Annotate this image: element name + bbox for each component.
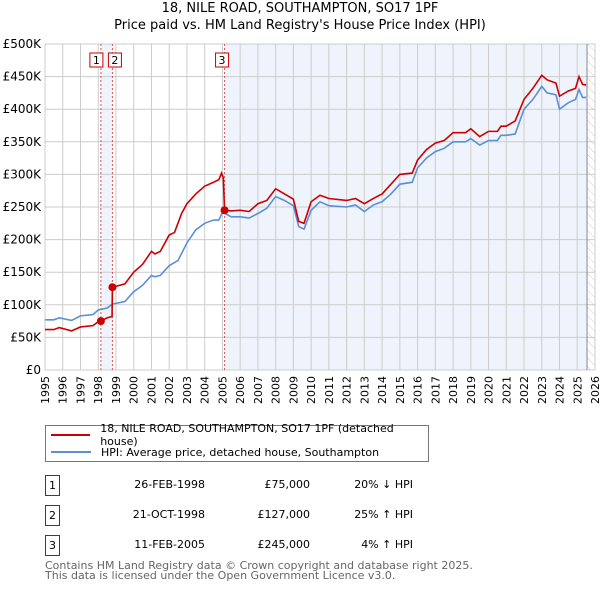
x-tick-label: 2022 bbox=[518, 376, 531, 404]
sale-row: 1 26-FEB-1998 £75,000 20% ↓ HPI bbox=[45, 475, 465, 496]
sale-point bbox=[96, 317, 105, 326]
x-tick-label: 2002 bbox=[163, 376, 176, 404]
x-tick-label: 2000 bbox=[128, 376, 141, 404]
price-chart: 1995 1996 1997 1998 1999 2000 2001 2002 2003 2004… bbox=[3, 37, 600, 404]
footer: Contains HM Land Registry data © Crown c… bbox=[45, 559, 473, 582]
sale-hpi-diff: 20% ↓ HPI bbox=[354, 478, 413, 491]
legend: 18, NILE ROAD, SOUTHAMPTON, SO17 1PF (de… bbox=[45, 422, 429, 462]
title-line-1: 18, NILE ROAD, SOUTHAMPTON, SO17 1PF bbox=[161, 1, 439, 16]
sale-date: 21-OCT-1998 bbox=[132, 508, 205, 521]
sale-row: 3 11-FEB-2005 £245,000 4% ↑ HPI bbox=[45, 535, 465, 556]
x-tick-label: 2014 bbox=[376, 376, 389, 404]
blue-line-swatch bbox=[51, 451, 91, 453]
x-tick-label: 2009 bbox=[287, 376, 300, 404]
sale-hpi-diff: 4% ↑ HPI bbox=[361, 538, 413, 551]
sale-date: 11-FEB-2005 bbox=[134, 538, 205, 551]
x-tick-label: 1995 bbox=[39, 376, 52, 404]
legend-item-hpi: HPI: Average price, detached house, Sout… bbox=[51, 444, 379, 460]
legend-item-property: 18, NILE ROAD, SOUTHAMPTON, SO17 1PF (de… bbox=[51, 422, 428, 448]
x-tick-label: 2008 bbox=[270, 376, 283, 404]
y-tick-label: £350K bbox=[3, 135, 43, 149]
y-tick-label: £300K bbox=[3, 167, 43, 181]
sale-marker-badge: 1 bbox=[45, 475, 60, 496]
x-tick-label: 2006 bbox=[234, 376, 247, 404]
x-tick-label: 2010 bbox=[305, 376, 318, 404]
y-tick-label: £0 bbox=[26, 363, 41, 377]
x-tick-label: 1999 bbox=[110, 376, 123, 404]
sale-label-box bbox=[215, 52, 230, 68]
x-tick-label: 2015 bbox=[394, 376, 407, 404]
sale-point bbox=[108, 283, 117, 292]
y-tick-label: £150K bbox=[3, 265, 43, 279]
chart-title: 18, NILE ROAD, SOUTHAMPTON, SO17 1PF Pri… bbox=[0, 0, 600, 34]
x-tick-label: 2018 bbox=[447, 376, 460, 404]
footer-licence: This data is licensed under the Open Gov… bbox=[45, 569, 396, 582]
series-line bbox=[45, 85, 587, 322]
x-tick-label: 2004 bbox=[199, 376, 212, 404]
x-tick-label: 2020 bbox=[483, 376, 496, 404]
x-tick-label: 2026 bbox=[589, 376, 600, 404]
sale-label: 3 bbox=[219, 54, 226, 67]
sale-point bbox=[220, 206, 229, 215]
sale-date: 26-FEB-1998 bbox=[134, 478, 205, 491]
x-tick-label: 2016 bbox=[412, 376, 425, 404]
x-tick-label: 2025 bbox=[571, 376, 584, 404]
x-tick-label: 2021 bbox=[500, 376, 513, 404]
x-tick-label: 2023 bbox=[536, 376, 549, 404]
sale-price: £75,000 bbox=[264, 478, 311, 491]
sale-price: £127,000 bbox=[257, 508, 311, 521]
sale-row: 2 21-OCT-1998 £127,000 25% ↑ HPI bbox=[45, 505, 465, 526]
x-tick-label: 2005 bbox=[216, 376, 229, 404]
y-tick-label: £50K bbox=[10, 330, 42, 344]
y-tick-label: £450K bbox=[3, 70, 43, 84]
sale-hpi-diff: 25% ↑ HPI bbox=[354, 508, 413, 521]
sale-price: £245,000 bbox=[257, 538, 311, 551]
x-tick-label: 2003 bbox=[181, 376, 194, 404]
sale-label: 2 bbox=[111, 54, 118, 67]
x-tick-label: 2013 bbox=[358, 376, 371, 404]
y-tick-label: £500K bbox=[3, 37, 43, 51]
sale-label-box bbox=[89, 52, 104, 68]
footer-copyright: Contains HM Land Registry data © Crown c… bbox=[45, 559, 473, 572]
x-tick-label: 2001 bbox=[145, 376, 158, 404]
x-tick-label: 2007 bbox=[252, 376, 265, 404]
sale-label: 1 bbox=[93, 54, 100, 67]
sale-marker-badge: 2 bbox=[45, 505, 60, 526]
y-tick-label: £100K bbox=[3, 298, 43, 312]
series-line bbox=[45, 74, 587, 332]
x-tick-label: 1997 bbox=[74, 376, 87, 404]
x-tick-label: 2017 bbox=[429, 376, 442, 404]
y-tick-label: £400K bbox=[3, 102, 43, 116]
x-tick-label: 2024 bbox=[554, 376, 567, 404]
title-line-2: Price paid vs. HM Land Registry's House … bbox=[114, 18, 486, 33]
x-tick-label: 2012 bbox=[341, 376, 354, 404]
sale-marker-badge: 3 bbox=[45, 535, 60, 556]
x-tick-label: 1996 bbox=[57, 376, 70, 404]
x-tick-label: 1998 bbox=[92, 376, 105, 404]
sale-label-box bbox=[107, 52, 122, 68]
x-tick-label: 2011 bbox=[323, 376, 336, 404]
y-tick-label: £200K bbox=[3, 233, 43, 247]
red-line-swatch bbox=[51, 434, 91, 436]
x-tick-label: 2019 bbox=[465, 376, 478, 404]
y-tick-label: £250K bbox=[3, 200, 43, 214]
legend-label: 18, NILE ROAD, SOUTHAMPTON, SO17 1PF (de… bbox=[100, 422, 394, 448]
legend-label: HPI: Average price, detached house, Sout… bbox=[101, 445, 380, 459]
